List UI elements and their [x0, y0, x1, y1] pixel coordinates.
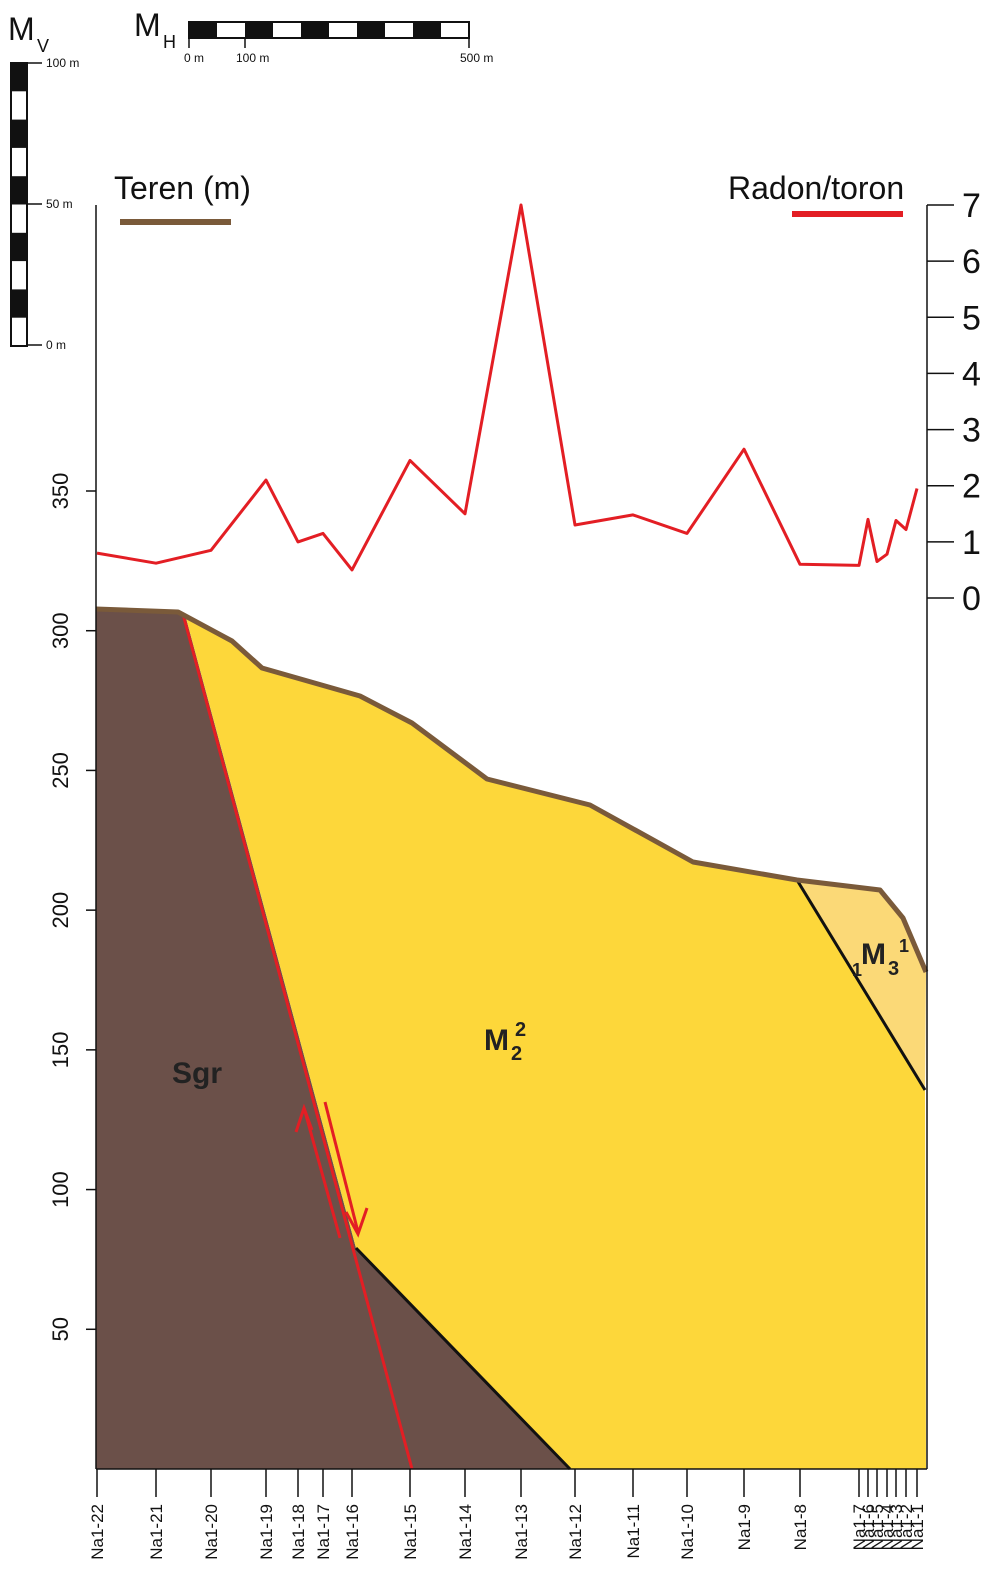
- svg-text:500 m: 500 m: [460, 51, 493, 65]
- station-label: Na1-22: [88, 1504, 107, 1560]
- svg-text:3: 3: [888, 958, 899, 980]
- station-label: Na1-5: [868, 1504, 887, 1550]
- sgr-unit-body: [96, 609, 570, 1469]
- legend-radon-label: Radon/toron: [728, 170, 904, 206]
- svg-text:M: M: [8, 11, 35, 47]
- contact-line-m3: [795, 879, 927, 1091]
- right-tick-label: 6: [962, 243, 981, 281]
- left-tick-label: 250: [48, 752, 73, 789]
- svg-text:100 m: 100 m: [46, 56, 79, 70]
- station-labels: Na1-22 Na1-21 Na1-20 Na1-19 Na1-18 Na1-17 Na1-…: [88, 1469, 927, 1560]
- station-label: Na1-15: [401, 1504, 420, 1560]
- vertical-scale-bar: M V 100 m 50 m 0 m: [8, 11, 79, 352]
- svg-text:100 m: 100 m: [236, 51, 269, 65]
- station-label: Na1-18: [289, 1504, 308, 1560]
- station-label: Na1-19: [257, 1504, 276, 1560]
- svg-text:2: 2: [515, 1019, 526, 1041]
- left-tick-label: 150: [48, 1031, 73, 1068]
- station-label: Na1-10: [678, 1504, 697, 1560]
- station-label: Na1-1: [908, 1504, 927, 1550]
- legend-terrain-label: Teren (m): [114, 170, 251, 206]
- station-label: Na1-14: [456, 1504, 475, 1560]
- m2-unit-label: M 2 2: [484, 1019, 526, 1065]
- station-label: Na1-17: [314, 1504, 333, 1560]
- station-label: Na1-12: [566, 1504, 585, 1560]
- m3-unit-label: 1 M 3 1: [852, 936, 909, 980]
- left-tick-label: 300: [48, 612, 73, 649]
- right-tick-label: 7: [962, 187, 981, 225]
- station-label: Na1-13: [512, 1504, 531, 1560]
- right-tick-label: 4: [962, 355, 981, 393]
- right-tick-label: 3: [962, 412, 981, 450]
- station-label: Na1-8: [791, 1504, 810, 1550]
- svg-text:M: M: [861, 938, 886, 971]
- left-axis-ticks: 50 100 150 200 250 300 350: [48, 473, 96, 1342]
- svg-text:M: M: [134, 7, 161, 43]
- station-label: Na1-11: [624, 1504, 643, 1559]
- station-label: Na1-9: [735, 1504, 754, 1550]
- sgr-unit-label: Sgr: [172, 1057, 222, 1090]
- svg-text:2: 2: [511, 1043, 522, 1065]
- right-tick-label: 5: [962, 299, 981, 337]
- right-axis-ticks: 0 1 2 3 4 5 6 7: [927, 187, 981, 618]
- svg-text:1: 1: [899, 936, 909, 956]
- fault-arrow-down: [323, 1101, 369, 1238]
- terrain-profile-line: [95, 606, 929, 973]
- svg-text:H: H: [163, 32, 176, 52]
- svg-text:1: 1: [852, 960, 862, 980]
- left-tick-label: 100: [48, 1171, 73, 1208]
- horizontal-scale-bar: M H 0 m 100 m 500 m: [134, 7, 493, 65]
- fault-line: [181, 613, 414, 1470]
- right-tick-label: 2: [962, 468, 981, 506]
- right-tick-label: 0: [962, 580, 981, 618]
- station-label: Na1-20: [202, 1504, 221, 1560]
- left-tick-label: 350: [48, 473, 73, 510]
- right-tick-label: 1: [962, 524, 981, 562]
- station-label: Na1-21: [147, 1504, 166, 1560]
- m2-unit-body: [186, 618, 926, 1469]
- svg-text:M: M: [484, 1024, 509, 1057]
- radon-series-line: [96, 203, 919, 572]
- station-label: Na1-2: [897, 1504, 916, 1550]
- station-label: Na1-4: [878, 1504, 897, 1550]
- left-tick-label: 50: [48, 1317, 73, 1341]
- contact-line-lower: [354, 1246, 572, 1471]
- svg-text:50 m: 50 m: [46, 197, 73, 211]
- left-tick-label: 200: [48, 892, 73, 929]
- station-label: Na1-6: [859, 1504, 878, 1550]
- station-label: Na1-3: [887, 1504, 906, 1550]
- svg-text:0 m: 0 m: [184, 51, 204, 65]
- fault-arrow-up: [294, 1103, 342, 1239]
- station-label: Na1-16: [343, 1504, 362, 1560]
- svg-text:V: V: [37, 36, 49, 56]
- station-label: Na1-7: [850, 1504, 869, 1550]
- svg-text:0 m: 0 m: [46, 338, 66, 352]
